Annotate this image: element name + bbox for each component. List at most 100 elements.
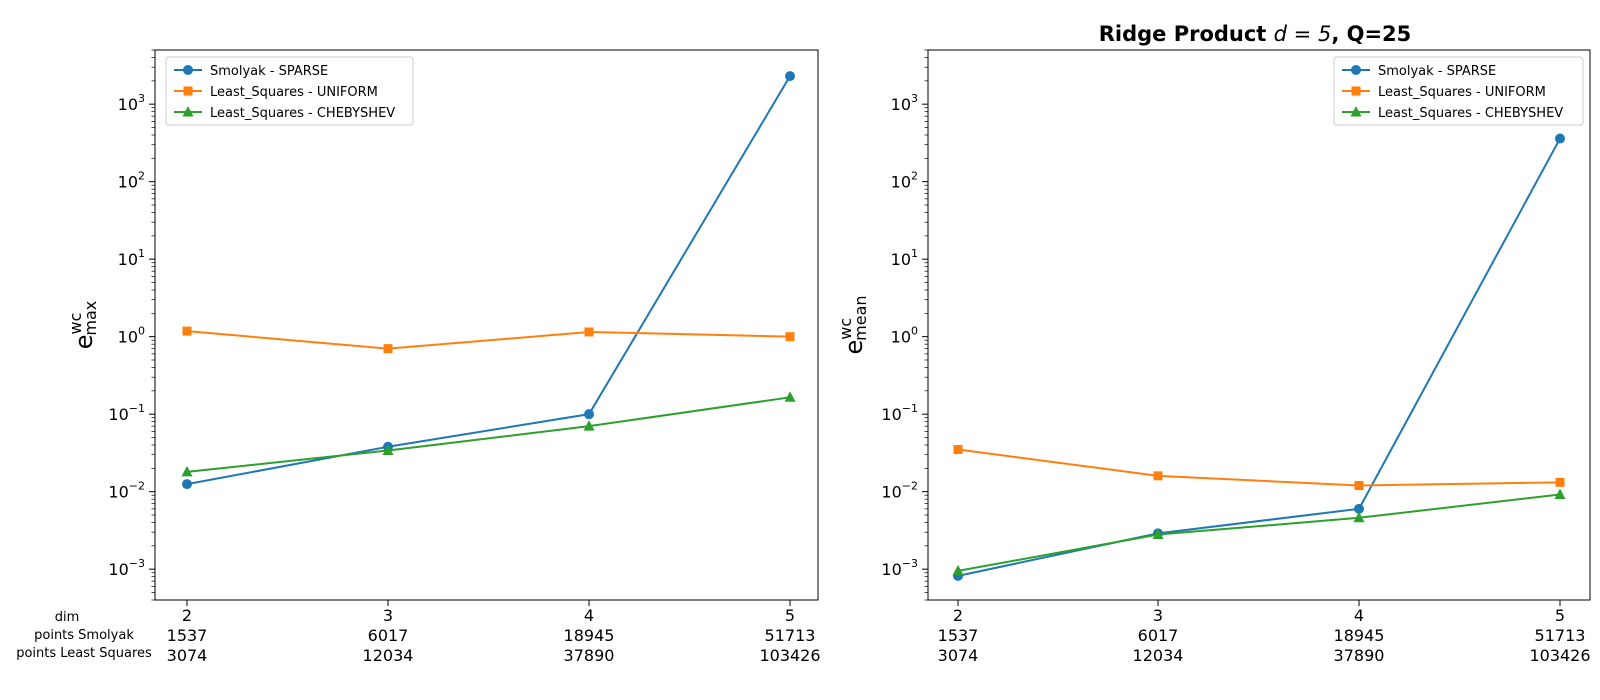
data-point xyxy=(583,420,595,431)
x-tick-label: 18945 xyxy=(564,626,615,645)
legend-box xyxy=(165,56,414,126)
legend-label: Least_Squares - UNIFORM xyxy=(210,85,378,100)
series-least-squares-uniform xyxy=(182,326,795,354)
x-tick-label: 12034 xyxy=(1133,646,1184,665)
y-tick-label: 10−2 xyxy=(881,480,918,502)
series-line xyxy=(186,330,791,350)
x-tick-label: 6017 xyxy=(1138,626,1179,645)
legend-swatch-marker xyxy=(1351,86,1361,96)
data-point xyxy=(1554,488,1566,499)
data-point xyxy=(784,391,796,402)
data-point xyxy=(182,326,192,336)
figure-title-math: d = 5 xyxy=(1274,22,1332,46)
legend-label: Smolyak - SPARSE xyxy=(210,64,328,79)
data-point xyxy=(1354,481,1364,491)
legend: Smolyak - SPARSE Least_Squares - UNIFORM L… xyxy=(165,56,414,126)
series-line xyxy=(957,493,1561,572)
plot-frame xyxy=(927,49,1591,601)
y-tick-label: 103 xyxy=(891,92,918,114)
row-label-dim: dim xyxy=(55,610,80,625)
x-tick-label: 12034 xyxy=(363,646,414,665)
series-smolyak-sparse xyxy=(953,133,1565,581)
row-label-points-least-squares: points Least Squares xyxy=(16,646,152,661)
figure-title: Ridge Product d = 5, Q=25 xyxy=(1099,22,1412,46)
legend: Smolyak - SPARSE Least_Squares - UNIFORM L… xyxy=(1333,56,1584,126)
series-line xyxy=(957,448,1561,487)
x-tick-label: 3 xyxy=(1153,606,1163,625)
x-tick-label: 2 xyxy=(953,606,963,625)
x-tick-label: 37890 xyxy=(564,646,615,665)
y-tick-label: 100 xyxy=(891,325,918,347)
x-tick-label: 1537 xyxy=(938,626,979,645)
data-point xyxy=(785,71,795,82)
y-tick-label: 10−1 xyxy=(881,402,918,424)
x-tick-label: 18945 xyxy=(1334,626,1385,645)
data-point xyxy=(785,332,795,342)
x-tick-label: 103426 xyxy=(1529,646,1590,665)
legend-swatch-marker xyxy=(183,86,193,96)
y-tick-label: 101 xyxy=(118,247,145,269)
legend-label: Least_Squares - UNIFORM xyxy=(1378,85,1546,100)
x-tick-label: 5 xyxy=(785,606,795,625)
series-line xyxy=(186,75,791,486)
x-tick-label: 2 xyxy=(182,606,192,625)
data-point xyxy=(952,564,964,576)
data-point xyxy=(1555,477,1565,487)
y-axis-label: ewcmean xyxy=(836,295,870,354)
data-point xyxy=(382,444,394,455)
plot-frame xyxy=(154,49,819,601)
data-point xyxy=(1555,133,1565,144)
legend-box xyxy=(1333,56,1584,126)
series-least-squares-chebyshev xyxy=(952,488,1566,576)
data-point xyxy=(1353,511,1365,523)
y-tick-label: 101 xyxy=(891,247,918,269)
x-tick-label: 37890 xyxy=(1334,646,1385,665)
legend-swatch-marker xyxy=(182,106,194,117)
data-point xyxy=(182,479,192,490)
x-tick-label: 1537 xyxy=(167,626,208,645)
legend-swatch-marker xyxy=(1351,65,1361,75)
x-tick-label: 103426 xyxy=(759,646,820,665)
x-tick-label: 3074 xyxy=(938,646,979,665)
figure-title-suffix: , Q=25 xyxy=(1331,22,1411,46)
data-point xyxy=(1354,503,1364,514)
series-line xyxy=(957,138,1561,577)
legend-swatch-marker xyxy=(1350,106,1362,117)
y-axis-label: ewcmax xyxy=(66,301,100,350)
data-point xyxy=(1152,528,1164,540)
x-tick-label: 4 xyxy=(1354,606,1364,625)
y-tick-label: 103 xyxy=(118,92,145,114)
series-least-squares-chebyshev xyxy=(181,391,796,477)
legend-label: Smolyak - SPARSE xyxy=(1378,64,1496,79)
y-tick-label: 10−2 xyxy=(108,480,145,502)
x-tick-label: 3 xyxy=(383,606,393,625)
x-tick-label: 51713 xyxy=(1535,626,1586,645)
y-tick-label: 102 xyxy=(118,170,145,192)
y-tick-label: 10−1 xyxy=(108,402,145,424)
data-point xyxy=(953,444,963,454)
x-tick-label: 3074 xyxy=(167,646,208,665)
series-smolyak-sparse xyxy=(182,71,795,490)
figure-title-prefix: Ridge Product xyxy=(1099,22,1274,46)
x-tick-label: 6017 xyxy=(368,626,409,645)
data-point xyxy=(584,409,594,420)
x-row-labels: dim points Smolyak points Least Squares xyxy=(16,610,152,661)
legend-swatch-marker xyxy=(183,65,193,75)
y-tick-label: 10−3 xyxy=(881,557,918,579)
series-least-squares-uniform xyxy=(953,444,1565,491)
data-point xyxy=(1153,471,1163,481)
x-tick-label: 51713 xyxy=(765,626,816,645)
y-tick-label: 100 xyxy=(118,325,145,347)
legend-label: Least_Squares - CHEBYSHEV xyxy=(210,106,395,121)
legend-label: Least_Squares - CHEBYSHEV xyxy=(1378,106,1563,121)
x-tick-label: 5 xyxy=(1555,606,1565,625)
data-point xyxy=(383,344,393,354)
row-label-points-smolyak: points Smolyak xyxy=(34,628,134,643)
y-tick-label: 102 xyxy=(891,170,918,192)
data-point xyxy=(181,465,193,477)
data-point xyxy=(584,327,594,337)
series-line xyxy=(186,396,791,473)
